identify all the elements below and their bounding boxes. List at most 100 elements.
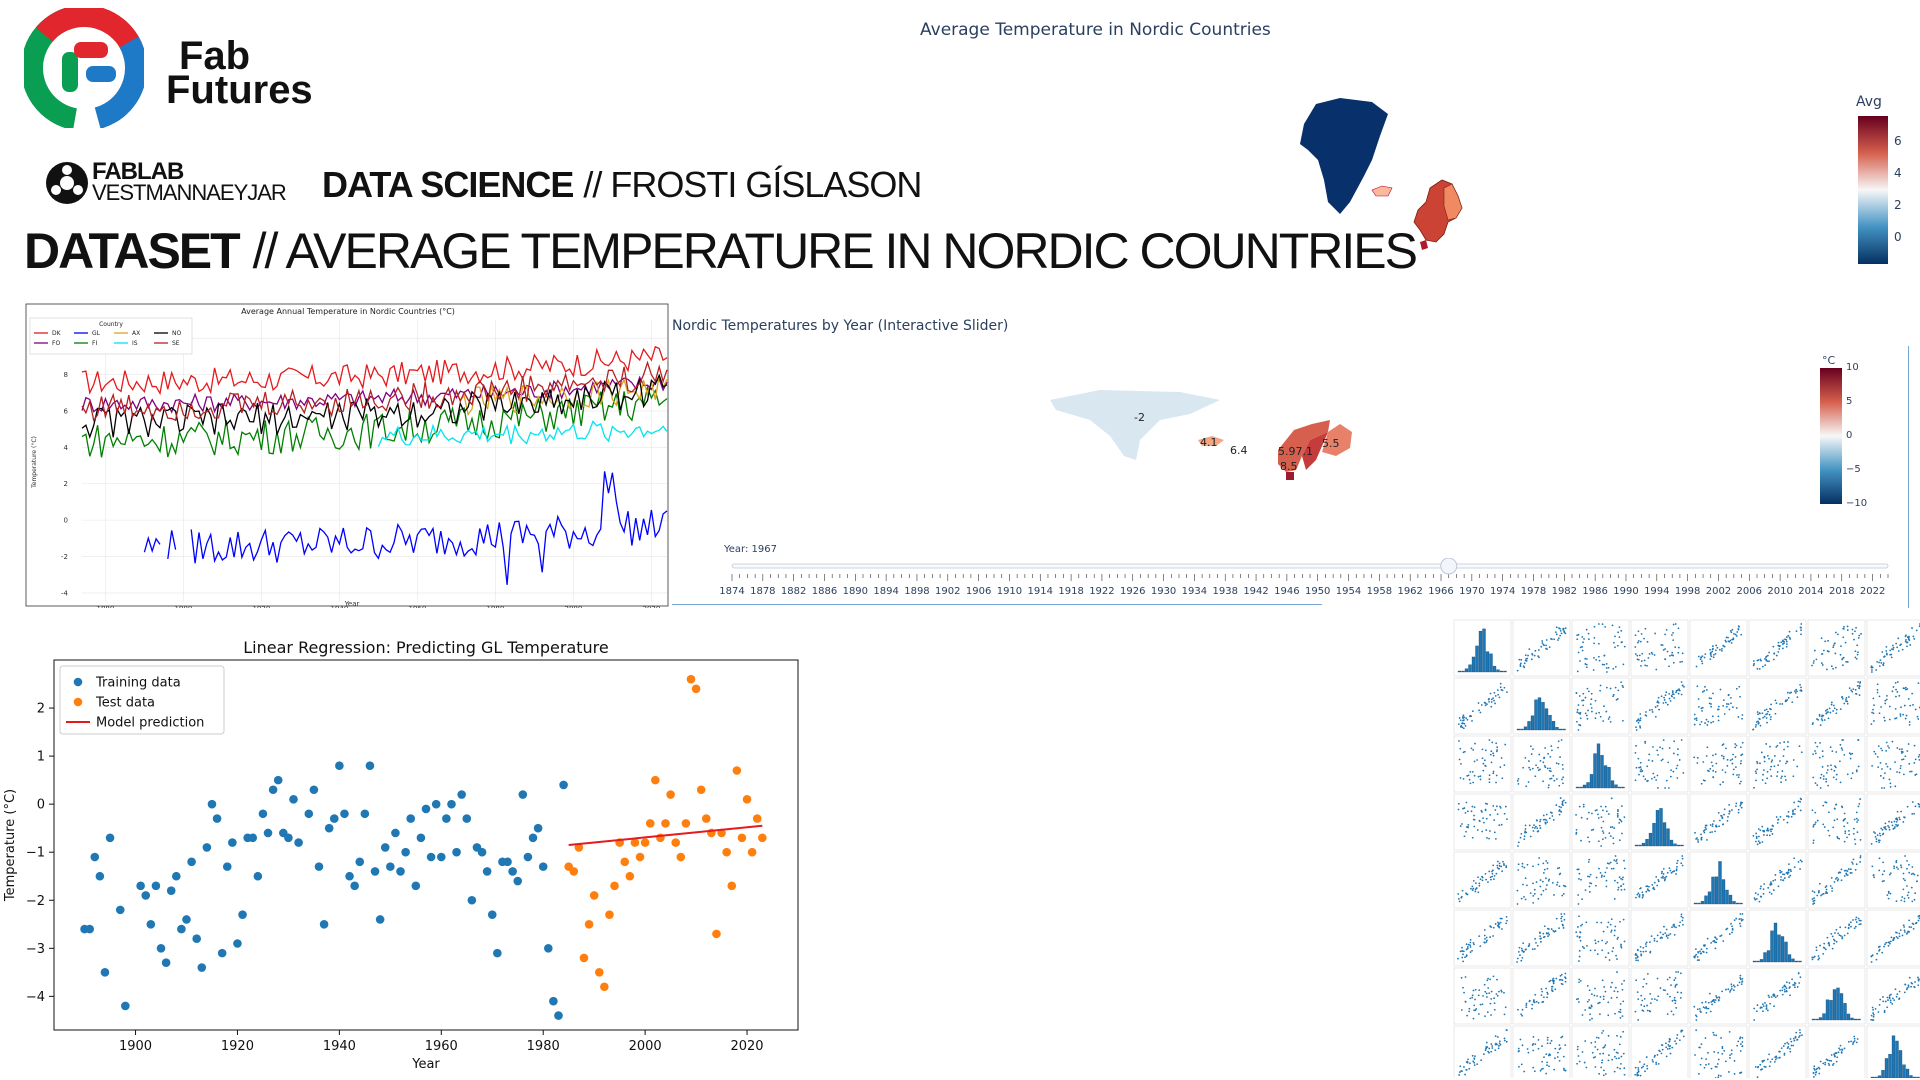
matrix-point (1917, 915, 1920, 918)
matrix-point (1725, 636, 1728, 639)
matrix-point (1662, 867, 1665, 870)
matrix-point (1758, 717, 1761, 720)
slider-map-sweden[interactable] (1302, 432, 1328, 470)
matrix-point (1718, 819, 1721, 822)
matrix-point (1800, 686, 1802, 689)
matrix-point (1713, 1051, 1716, 1053)
matrix-point (1877, 745, 1880, 748)
matrix-point (1795, 688, 1798, 691)
matrix-point (1594, 699, 1597, 702)
matrix-point (1838, 760, 1841, 763)
slider-map-greenland[interactable] (1050, 390, 1220, 460)
reg-train-point (431, 799, 441, 809)
matrix-point (1527, 654, 1529, 657)
slider-handle[interactable] (1440, 558, 1458, 575)
reg-ytick-2: −2 (26, 894, 45, 909)
matrix-point (1524, 898, 1527, 901)
matrix-point (1517, 841, 1520, 844)
matrix-point (1657, 995, 1660, 998)
slider-label-fi: 5.5 (1322, 437, 1340, 450)
matrix-point (1586, 985, 1589, 987)
matrix-point (1916, 874, 1919, 877)
matrix-point (1752, 728, 1754, 731)
matrix-point (1554, 1057, 1556, 1060)
matrix-point (1464, 976, 1467, 978)
matrix-point (1699, 952, 1702, 955)
matrix-point (1845, 872, 1848, 875)
matrix-point (1473, 760, 1476, 763)
matrix-point (1558, 978, 1561, 981)
matrix-point (1843, 825, 1846, 828)
matrix-point (1845, 660, 1848, 663)
matrix-point (1601, 623, 1604, 626)
matrix-point (1712, 1031, 1715, 1034)
matrix-point (1909, 704, 1912, 707)
matrix-point (1559, 872, 1562, 875)
matrix-point (1593, 994, 1596, 997)
dataset-title-bold: DATASET (24, 223, 241, 279)
matrix-point (1903, 704, 1906, 707)
matrix-point (1539, 1069, 1542, 1072)
matrix-point (1488, 774, 1491, 777)
reg-test-point (747, 847, 757, 857)
matrix-point (1564, 1069, 1567, 1072)
matrix-point (1533, 888, 1536, 891)
top-map-denmark[interactable] (1420, 240, 1428, 250)
matrix-point (1657, 701, 1660, 704)
matrix-point (1588, 989, 1591, 992)
top-map-finland[interactable] (1443, 183, 1463, 221)
matrix-point (1546, 993, 1549, 995)
matrix-point (1699, 1010, 1702, 1013)
matrix-point (1680, 681, 1683, 683)
year-slider[interactable]: 1874 1878 1882 1886 1890 1894 1898 1902 1906 1910… (720, 558, 1900, 604)
matrix-point (1646, 1004, 1649, 1007)
matrix-point (1738, 773, 1740, 776)
matrix-point (1771, 828, 1773, 831)
matrix-point (1757, 659, 1760, 662)
line-series-is (377, 420, 668, 447)
matrix-point (1517, 1008, 1519, 1011)
matrix-point (1703, 944, 1705, 947)
matrix-point (1726, 758, 1729, 761)
matrix-point (1908, 637, 1910, 639)
matrix-point (1664, 648, 1666, 650)
matrix-point (1895, 717, 1898, 719)
matrix-point (1837, 1051, 1840, 1054)
top-map-iceland[interactable] (1371, 185, 1393, 197)
matrix-point (1562, 628, 1565, 631)
matrix-point (1537, 655, 1540, 658)
matrix-point (1737, 776, 1740, 779)
matrix-point (1618, 839, 1621, 842)
slider-map-norway[interactable] (1278, 420, 1330, 472)
reg-frame (53, 659, 799, 1031)
matrix-hist-bar (1555, 727, 1559, 731)
reg-ytick-4: 0 (37, 798, 45, 813)
matrix-point (1830, 768, 1833, 771)
matrix-point (1608, 862, 1610, 865)
matrix-point (1576, 711, 1579, 714)
matrix-point (1908, 721, 1911, 723)
matrix-cell-0-3 (1630, 619, 1689, 677)
slider-map-denmark[interactable] (1286, 472, 1294, 480)
matrix-point (1528, 824, 1531, 827)
matrix-point (1871, 671, 1873, 673)
matrix-point (1470, 810, 1473, 813)
matrix-point (1701, 691, 1704, 693)
matrix-point (1622, 918, 1625, 921)
matrix-point (1772, 645, 1775, 648)
matrix-point (1703, 829, 1706, 832)
top-map-greenland[interactable] (1300, 98, 1388, 214)
matrix-point (1597, 642, 1600, 645)
matrix-point (1485, 829, 1488, 831)
matrix-point (1587, 690, 1590, 693)
matrix-point (1637, 1070, 1640, 1073)
matrix-point (1781, 993, 1784, 996)
slider-map-iceland[interactable] (1198, 436, 1224, 446)
matrix-point (1843, 934, 1846, 937)
slider-map-finland[interactable] (1322, 424, 1352, 456)
matrix-point (1581, 636, 1584, 638)
matrix-point (1710, 705, 1712, 708)
matrix-point (1532, 748, 1534, 751)
matrix-point (1830, 876, 1833, 879)
matrix-point (1640, 994, 1643, 997)
